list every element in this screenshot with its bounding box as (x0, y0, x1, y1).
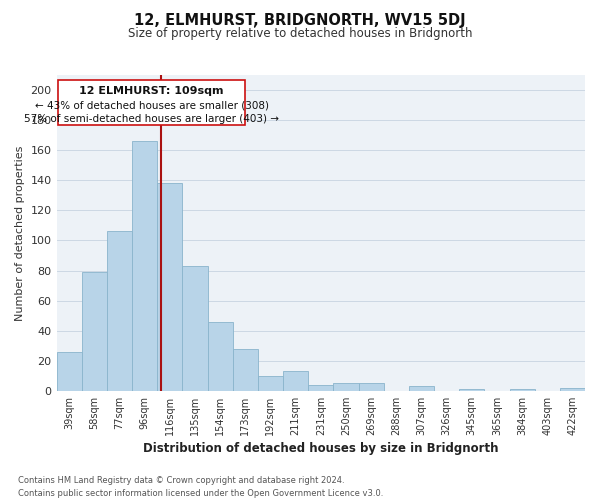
Bar (132, 141, 157, 391)
Bar (509, 390, 535, 391)
Bar (208, 322, 233, 391)
Bar (182, 266, 208, 391)
Bar (107, 232, 132, 391)
Bar (409, 386, 434, 391)
Text: Size of property relative to detached houses in Bridgnorth: Size of property relative to detached ho… (128, 28, 472, 40)
Bar (459, 390, 484, 391)
Text: ← 43% of detached houses are smaller (308): ← 43% of detached houses are smaller (30… (35, 100, 269, 110)
FancyBboxPatch shape (58, 80, 245, 124)
Y-axis label: Number of detached properties: Number of detached properties (15, 145, 25, 320)
Bar (359, 384, 383, 391)
Bar (308, 385, 334, 391)
Bar (157, 184, 182, 391)
Bar (283, 372, 308, 391)
Bar (334, 384, 359, 391)
Text: 12 ELMHURST: 109sqm: 12 ELMHURST: 109sqm (79, 86, 224, 96)
Bar (82, 272, 107, 391)
Bar (233, 348, 258, 391)
Bar (560, 388, 585, 391)
Text: 12, ELMHURST, BRIDGNORTH, WV15 5DJ: 12, ELMHURST, BRIDGNORTH, WV15 5DJ (134, 12, 466, 28)
Bar (258, 376, 283, 391)
Text: 57% of semi-detached houses are larger (403) →: 57% of semi-detached houses are larger (… (24, 114, 279, 124)
Text: Contains HM Land Registry data © Crown copyright and database right 2024.
Contai: Contains HM Land Registry data © Crown c… (18, 476, 383, 498)
Bar (56, 352, 82, 391)
X-axis label: Distribution of detached houses by size in Bridgnorth: Distribution of detached houses by size … (143, 442, 499, 455)
